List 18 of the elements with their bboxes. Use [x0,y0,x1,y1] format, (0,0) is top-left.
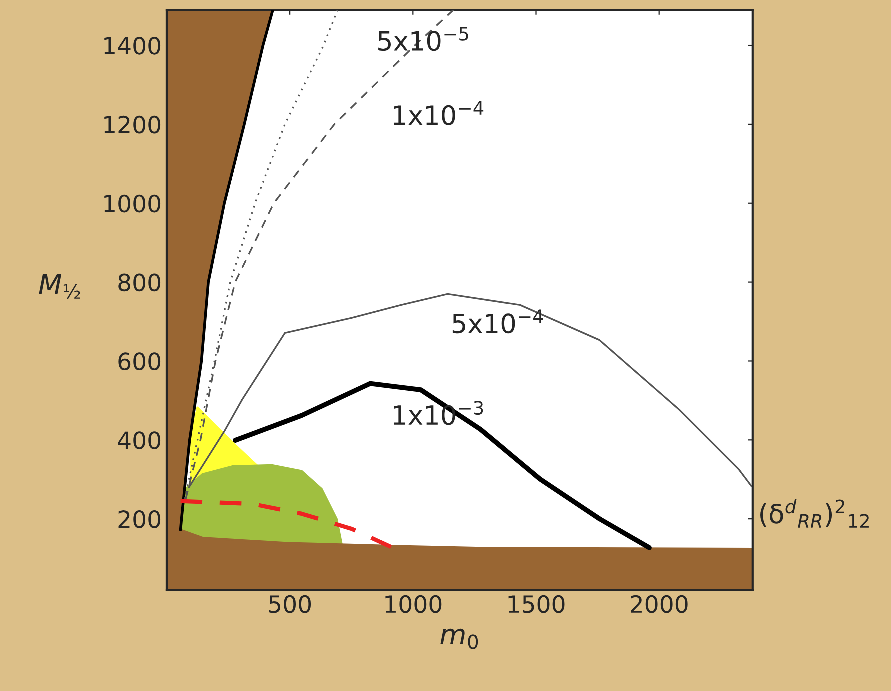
y-axis-title: M$_{½}$ [39,274,80,300]
annotation: 1x10$^{−3}$ [394,401,484,426]
x-tick-label: 2000 [631,595,688,614]
y-tick-label: 1200 [104,116,161,134]
y-tick-label: 600 [118,352,161,371]
annotation: 1x10$^{−4}$ [394,101,484,126]
y-tick-label: 1400 [104,36,161,55]
x-axis-title: m$_{0}$ [440,628,478,650]
y-tick-label: 400 [118,432,161,450]
y-tick-label: 200 [118,510,161,528]
y-tick-label: 800 [118,274,161,292]
text: (δ$^{d}$$_{RR}$)$^{2}$$_{12}$ [760,499,869,528]
annotation: 5x10$^{−5}$ [378,27,468,52]
x-tick-label: 1500 [508,595,565,614]
x-tick-label: 1000 [386,595,442,614]
y-tick-label: 1000 [104,194,161,213]
x-tick-label: 500 [269,595,312,614]
annotation: 5x10$^{−4}$ [452,310,544,334]
